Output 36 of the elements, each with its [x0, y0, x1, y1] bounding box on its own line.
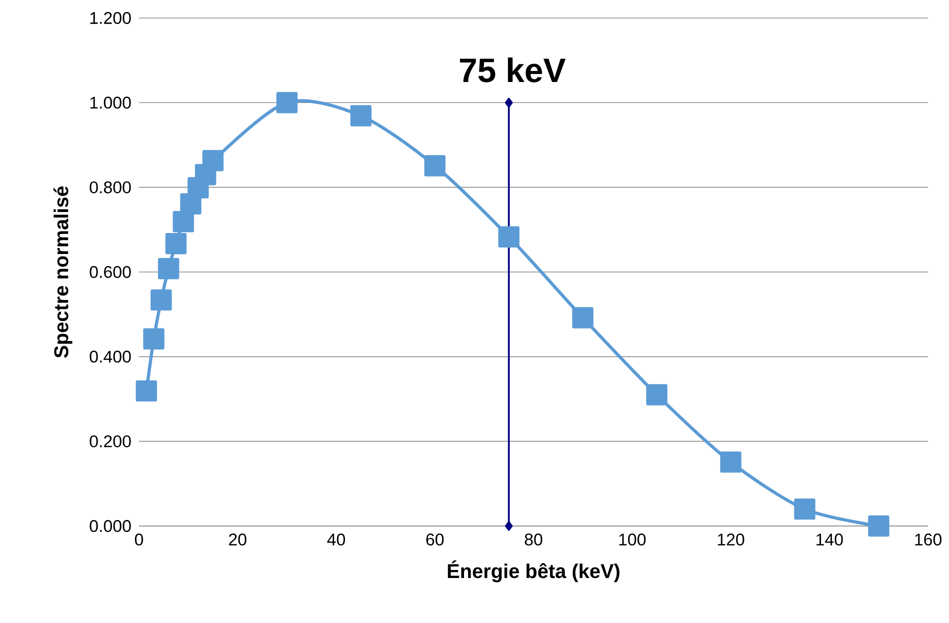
point [150, 289, 172, 311]
point [424, 155, 446, 176]
y-tick-label: 1.200 [90, 12, 131, 24]
x-tick-label: 60 [426, 534, 444, 546]
y-tick-label: 1.000 [90, 96, 131, 109]
y-tick-label: 0.800 [90, 181, 131, 194]
point [136, 380, 157, 402]
x-tick-label: 20 [229, 534, 246, 546]
annotation: 75 keV [460, 57, 566, 82]
x-tick-label: 160 [915, 534, 942, 546]
point [868, 515, 890, 537]
y-tick-label: 0.000 [90, 520, 131, 532]
point [350, 105, 372, 126]
point [158, 258, 180, 280]
x-tick-label: 40 [327, 534, 346, 546]
y-tick-label: 0.200 [90, 435, 131, 448]
point [498, 226, 520, 248]
x-tick-label: 100 [619, 534, 646, 546]
x-axis-title: Énergie bêta (keV) [448, 560, 620, 582]
x-tick-label: 0 [134, 534, 144, 546]
y-tick-label: 0.400 [90, 350, 131, 363]
point [720, 451, 742, 473]
point [572, 307, 594, 328]
point [202, 150, 224, 172]
point [646, 384, 668, 406]
point [276, 92, 298, 114]
x-tick-label: 140 [816, 534, 843, 546]
point [165, 233, 187, 254]
y-tick-label: 0.600 [90, 266, 131, 278]
point [504, 98, 513, 108]
point [794, 498, 816, 520]
x-tick-label: 80 [524, 534, 542, 546]
y-axis-title: Spectre normalisé [54, 186, 72, 358]
point [504, 521, 513, 531]
x-tick-label: 120 [718, 534, 744, 546]
point [143, 328, 164, 350]
